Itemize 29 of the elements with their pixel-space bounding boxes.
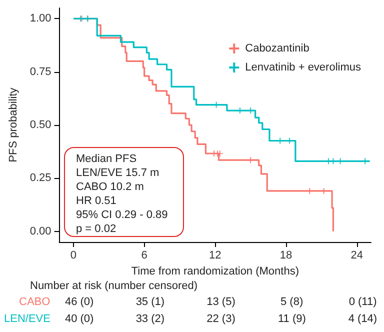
text: 4 (14) bbox=[348, 313, 378, 325]
text: 35 (1) bbox=[136, 296, 165, 308]
x-tick-label: 18 bbox=[280, 250, 292, 262]
text: CABO bbox=[19, 296, 50, 308]
y-tick-label: 1.00 bbox=[30, 12, 52, 25]
x-tick-label: 0 bbox=[70, 250, 77, 262]
x-axis-title: Time from randomization (Months) bbox=[131, 265, 300, 278]
text: 0 (11) bbox=[348, 296, 377, 308]
x-tick-label: 24 bbox=[350, 250, 363, 262]
text: 13 (5) bbox=[206, 296, 236, 308]
text: 40 (0) bbox=[64, 313, 94, 325]
y-axis-title: PFS probability bbox=[8, 87, 20, 162]
x-tick-label: 12 bbox=[209, 250, 222, 262]
y-tick-label: 0.75 bbox=[30, 66, 52, 78]
y-tick-label: 0.25 bbox=[30, 172, 52, 184]
y-tick-label: 0.50 bbox=[30, 119, 52, 131]
annotation: Median PFS LEN/EVE 15.7 m CABO 10.2 m HR 0.51 95% CI 0.29 - 0.89 p = 0.02 bbox=[76, 152, 168, 236]
text: Number at risk (number censored) bbox=[30, 280, 198, 292]
text: 5 (8) bbox=[280, 296, 304, 308]
text: 46 (0) bbox=[64, 296, 94, 308]
y-tick-label: 0.00 bbox=[30, 225, 52, 238]
x-tick-label: 6 bbox=[141, 250, 148, 262]
point bbox=[320, 187, 328, 194]
legend-label: Cabozantinib bbox=[245, 42, 310, 54]
legend-label: Lenvatinib + everolimus bbox=[245, 62, 362, 74]
text: 11 (9) bbox=[278, 313, 306, 325]
text: 22 (3) bbox=[206, 313, 236, 325]
text: LEN/EVE bbox=[4, 313, 50, 325]
text: 33 (2) bbox=[136, 313, 165, 325]
